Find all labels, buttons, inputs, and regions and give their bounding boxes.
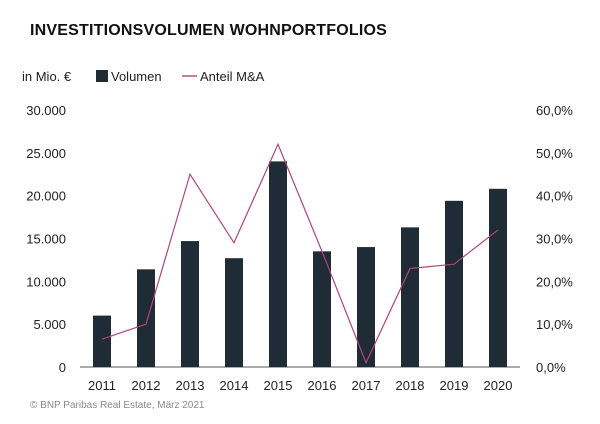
x-tick-label: 2015: [264, 378, 293, 393]
bar: [225, 258, 243, 367]
y2-tick-label: 0,0%: [536, 360, 566, 375]
y2-tick-label: 30,0%: [536, 232, 573, 247]
legend-label-anteil: Anteil M&A: [200, 69, 265, 84]
chart-title: INVESTITIONSVOLUMEN WOHNPORTFOLIOS: [30, 22, 388, 39]
y-axis-label: in Mio. €: [22, 69, 72, 84]
x-tick-label: 2020: [484, 378, 513, 393]
bar: [489, 188, 507, 367]
bar: [445, 200, 463, 367]
y-tick-label: 30.000: [26, 103, 66, 118]
y-tick-label: 10.000: [26, 274, 66, 289]
y2-tick-label: 60,0%: [536, 103, 573, 118]
y2-tick-label: 50,0%: [536, 146, 573, 161]
y-tick-label: 15.000: [26, 232, 66, 247]
y-tick-label: 0: [59, 360, 66, 375]
y-tick-label: 25.000: [26, 146, 66, 161]
x-tick-label: 2012: [132, 378, 161, 393]
x-tick-label: 2014: [220, 378, 249, 393]
y2-tick-label: 20,0%: [536, 274, 573, 289]
bar: [93, 315, 111, 367]
y-tick-label: 20.000: [26, 189, 66, 204]
bar: [137, 269, 155, 367]
y2-tick-label: 10,0%: [536, 317, 573, 332]
bar: [357, 247, 375, 367]
source-note: © BNP Paribas Real Estate, März 2021: [30, 400, 205, 411]
bar: [401, 227, 419, 367]
legend-label-volumen: Volumen: [111, 69, 162, 84]
x-tick-label: 2017: [352, 378, 381, 393]
y-tick-label: 5.000: [33, 317, 66, 332]
x-tick-label: 2011: [88, 378, 116, 393]
bar: [269, 161, 287, 367]
bar: [313, 251, 331, 367]
bar: [181, 241, 199, 367]
x-tick-label: 2016: [308, 378, 337, 393]
y2-tick-label: 40,0%: [536, 189, 573, 204]
x-tick-label: 2013: [176, 378, 205, 393]
x-tick-label: 2018: [396, 378, 425, 393]
legend-swatch-volumen: [96, 70, 108, 82]
series-line-anteil: [101, 142, 499, 365]
x-tick-label: 2019: [440, 378, 469, 393]
